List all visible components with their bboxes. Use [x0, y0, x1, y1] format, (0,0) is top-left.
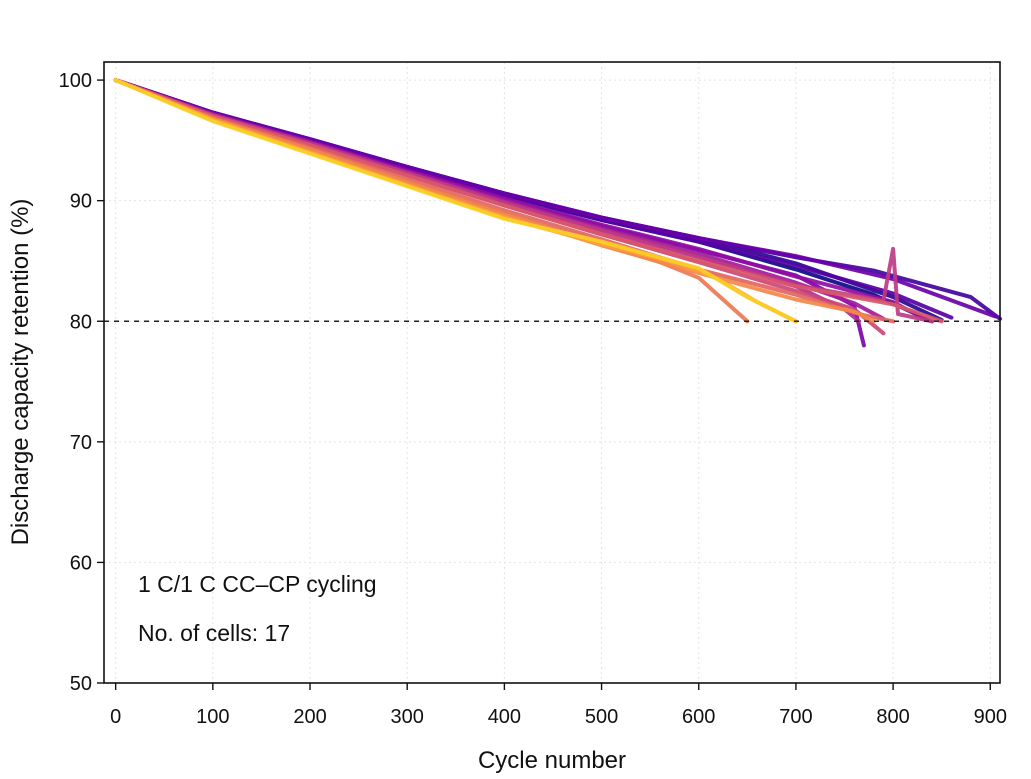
tick-layer: 0 100 200 300 400 500 600 700 800 900 50 60 70 80 90 10… — [59, 70, 1007, 728]
x-tick-label: 700 — [779, 706, 812, 728]
x-tick-label: 900 — [974, 706, 1007, 728]
x-tick-label: 0 — [110, 706, 121, 728]
y-tick-label: 100 — [59, 70, 92, 92]
series-line-cell-5 — [113, 78, 998, 319]
series-line-cell-17 — [113, 78, 798, 324]
series-layer — [113, 78, 1002, 348]
series-line-cell-3 — [113, 78, 1002, 321]
grid-layer — [104, 62, 1000, 684]
x-tick-label: 400 — [488, 706, 521, 728]
y-axis-title: Discharge capacity retention (%) — [7, 199, 34, 546]
x-tick-label: 800 — [876, 706, 909, 728]
y-tick-label: 70 — [70, 432, 92, 454]
x-tick-label: 600 — [682, 706, 715, 728]
y-tick-label: 90 — [70, 191, 92, 213]
y-tick-label: 80 — [70, 311, 92, 333]
x-tick-label: 200 — [293, 706, 326, 728]
x-tick-label: 100 — [196, 706, 229, 728]
y-tick-label: 50 — [70, 673, 92, 695]
annotation-cell-count: No. of cells: 17 — [138, 620, 290, 646]
annotation-cycling: 1 C/1 C CC–CP cycling — [138, 571, 377, 597]
plot-frame — [103, 61, 1001, 684]
y-tick-label: 60 — [70, 552, 92, 574]
x-tick-label: 300 — [391, 706, 424, 728]
x-tick-label: 500 — [585, 706, 618, 728]
x-axis-title: Cycle number — [478, 747, 626, 774]
